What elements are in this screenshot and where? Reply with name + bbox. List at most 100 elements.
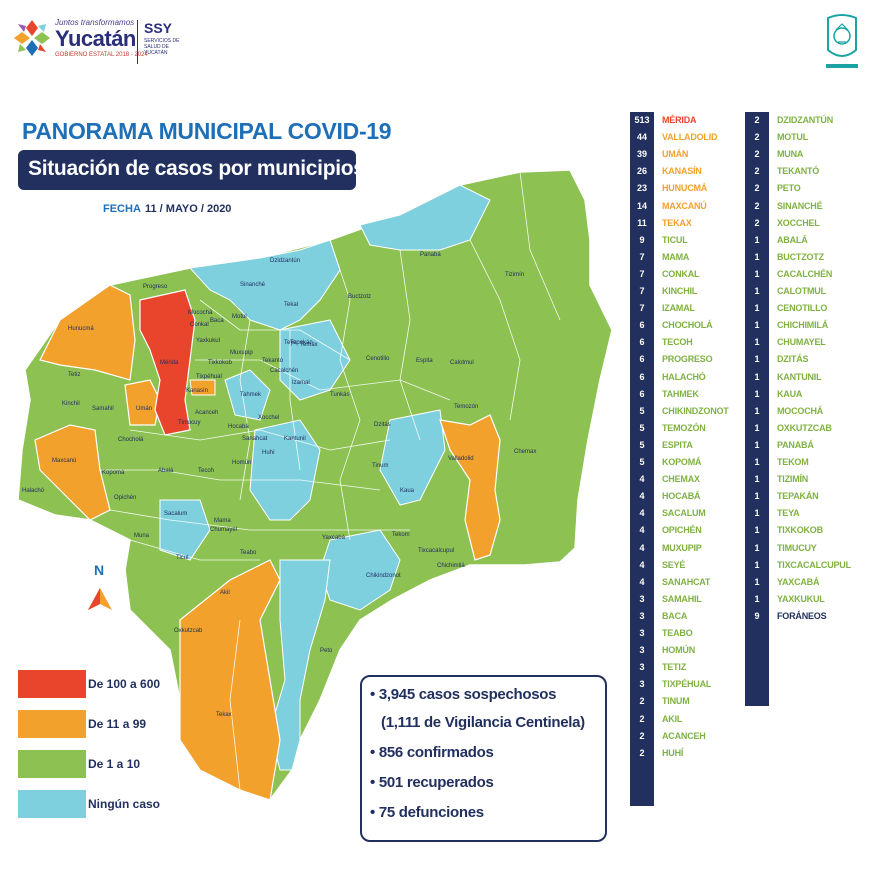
legend-swatch [18,790,86,818]
municipality-case-count: 1 [754,542,760,553]
municipality-name: BUCTZOTZ [777,251,824,262]
municipality-case-count: 3 [639,593,645,604]
municipality-name: DZITÁS [777,354,809,365]
region-no-cases [159,499,211,561]
map-municipality-label: Kinchil [62,401,80,407]
map-municipality-label: Abalá [158,468,174,474]
municipality-name: HUNUCMÁ [662,183,708,194]
legend-swatch [18,750,86,778]
municipality-name: CACALCHÉN [777,268,833,279]
list-right-count-bar [745,112,769,706]
municipality-name: VALLADOLID [662,132,718,143]
municipality-case-count: 5 [639,457,645,467]
map-municipality-label: Chumayel [210,527,238,533]
map-municipality-label: Tixkokob [208,360,232,366]
municipality-case-count: 1 [754,303,760,314]
municipality-case-count: 4 [639,576,645,587]
municipality-name: PETO [777,183,801,194]
map-municipality-label: Temozón [454,404,479,410]
municipality-name: YAXKUKUL [777,593,825,604]
north-arrow-icon [88,588,112,610]
municipality-name: CONKAL [662,268,700,279]
municipality-case-count: 6 [639,320,645,331]
map-municipality-label: Temax [300,342,318,348]
municipality-name: OXKUTZCAB [777,422,832,433]
municipality-name: SINANCHÉ [777,200,823,211]
map-municipality-label: Cacalchén [270,368,299,374]
municipality-case-count: 9 [754,610,760,621]
map-municipality-label: Tekantó [262,358,284,364]
municipality-case-count: 1 [754,439,760,450]
municipality-case-count: 39 [636,149,647,160]
municipality-case-count: 4 [639,491,645,502]
municipality-case-count: 2 [639,696,645,707]
municipality-name: CENOTILLO [777,303,828,314]
map-municipality-label: Muxupip [230,350,253,356]
municipality-name: TIXKOKOB [777,525,823,536]
legend-label: Ningún caso [88,797,161,811]
municipality-case-count: 44 [636,132,647,143]
map-municipality-label: Halachó [22,488,45,494]
legend-swatch [18,710,86,738]
municipality-case-count: 1 [754,491,760,502]
municipality-name: MUNA [777,149,804,160]
municipality-case-count: 26 [636,166,647,177]
map-municipality-label: Espita [416,358,433,364]
map-municipality-label: Chemax [514,449,537,455]
map-municipality-label: Opichén [114,495,137,501]
map-municipality-label: Tetiz [68,372,81,378]
map-municipality-label: Conkal [190,322,209,328]
map-municipality-label: Yaxcabá [322,535,345,541]
municipality-case-count: 3 [639,679,645,690]
map-municipality-label: Muna [134,533,150,539]
municipality-case-count: 6 [639,388,645,399]
map-municipality-label: Mocochá [188,310,213,316]
municipality-name: TEPAKÁN [777,491,819,502]
map-municipality-label: Motul [232,314,247,320]
municipality-name: UMÁN [662,149,689,160]
municipality-case-count: 1 [754,508,760,519]
municipality-case-count: 513 [634,115,650,125]
map-municipality-label: Chocholá [118,437,144,443]
map-municipality-label: Akil [220,590,230,596]
municipality-name: KOPOMÁ [662,457,702,467]
municipality-name: CHIKINDZONOT [662,405,729,416]
yucatan-logo-icon [14,20,50,56]
municipality-name: CALOTMUL [777,286,826,296]
municipality-case-count: 2 [639,747,645,758]
map-municipality-label: Tekax [216,712,232,718]
municipality-case-count: 2 [754,217,760,228]
map-municipality-label: Izamal [292,380,310,386]
municipality-case-count: 7 [639,268,645,279]
municipality-case-count: 1 [754,422,760,433]
municipality-name: CHICHIMILÁ [777,320,828,331]
municipality-case-count: 2 [754,183,760,194]
municipality-name: HUHÍ [662,747,684,758]
legend-swatch [18,670,86,698]
logo-government: GOBIERNO ESTATAL 2018 - 2024 [55,52,148,58]
date-value: 11 / MAYO / 2020 [145,203,232,215]
municipality-name: CHUMAYEL [777,337,826,348]
map-municipality-label: Tecoh [198,468,215,474]
map-municipality-label: Dzitás [374,422,391,428]
municipality-name: SEYÉ [662,559,686,570]
map-municipality-label: Sacalum [164,511,188,517]
municipality-name: XOCCHEL [777,217,820,228]
list-left-count-bar [630,112,654,806]
municipality-name: TECOH [662,337,693,348]
municipality-name: DZIDZANTÚN [777,115,833,125]
municipality-case-count: 3 [639,645,645,656]
map-municipality-label: Dzidzantún [270,258,301,264]
municipality-name: TEKAX [662,217,692,228]
municipality-case-count: 2 [754,166,760,177]
map-municipality-label: Tixcacalcupul [418,548,455,554]
date-label: FECHA [103,203,141,215]
map-municipality-label: Tahmek [240,392,262,398]
municipality-case-count: 11 [637,217,647,228]
municipality-name: TAHMEK [662,388,699,399]
map-municipality-label: Mama [214,518,231,524]
subtitle-banner [18,150,356,190]
logo-tagline: Juntos transformamos [55,18,135,27]
map-municipality-label: Xocchel [258,415,280,421]
municipality-name: YAXCABÁ [777,576,820,587]
